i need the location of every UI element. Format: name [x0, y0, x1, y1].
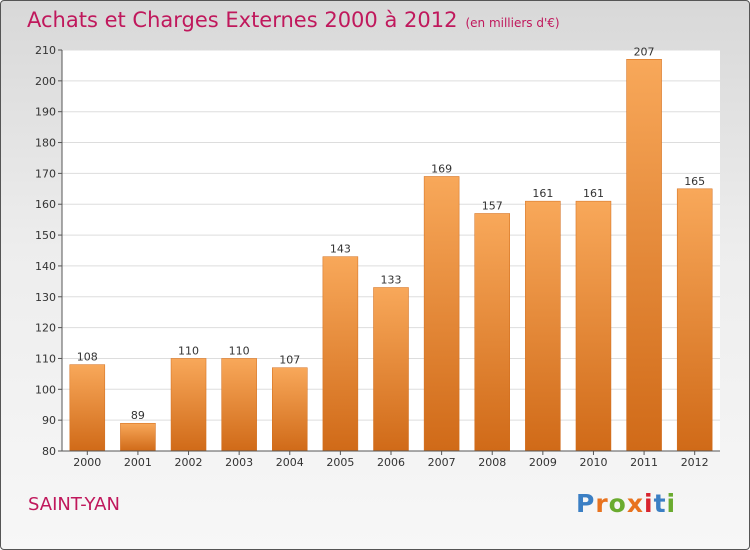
bar	[170, 358, 207, 452]
bar-value-label: 143	[330, 243, 351, 256]
x-tick-label: 2010	[579, 456, 607, 469]
bar-value-label: 133	[381, 274, 402, 287]
x-tick-label: 2011	[630, 456, 658, 469]
chart-title: Achats et Charges Externes 2000 à 2012 (e…	[27, 8, 560, 32]
y-tick-label: 180	[35, 137, 56, 150]
x-tick-label: 2003	[225, 456, 253, 469]
y-tick-label: 150	[35, 229, 56, 242]
logo-letter: i	[644, 489, 654, 518]
logo-letter: t	[653, 489, 667, 518]
y-tick-label: 110	[35, 352, 56, 365]
bar	[272, 367, 308, 452]
bar	[373, 287, 409, 452]
bar	[626, 59, 662, 452]
bars: 108 89 110 110 107 143 133 169 157 161 161 207 165	[69, 45, 713, 452]
logo-letter: i	[666, 489, 677, 518]
bar	[322, 256, 359, 452]
chart-subtitle: (en milliers d'€)	[465, 16, 560, 30]
bar-value-label: 161	[532, 187, 553, 200]
x-tick-label: 2012	[681, 456, 709, 469]
bar-value-label: 157	[482, 199, 503, 212]
x-tick-label: 2008	[478, 456, 506, 469]
bar	[525, 200, 561, 452]
x-tick-label: 2002	[175, 456, 203, 469]
y-tick-label: 190	[35, 106, 56, 119]
bar-value-label: 161	[583, 187, 604, 200]
x-tick-label: 2006	[377, 456, 405, 469]
bar-value-label: 89	[131, 409, 145, 422]
bar	[474, 213, 510, 452]
bar-value-label: 108	[77, 351, 98, 364]
logo-letter: x	[626, 489, 644, 518]
bar	[120, 422, 156, 452]
x-tick-label: 2009	[529, 456, 557, 469]
y-tick-label: 100	[35, 383, 56, 396]
y-tick-label: 170	[35, 167, 56, 180]
y-tick-label: 210	[35, 44, 56, 57]
x-tick-label: 2000	[73, 456, 101, 469]
town-name: SAINT-YAN	[28, 494, 120, 515]
x-tick-label: 2001	[124, 456, 152, 469]
x-tick-label: 2004	[276, 456, 304, 469]
x-tick-label: 2007	[428, 456, 456, 469]
bar	[575, 200, 612, 452]
y-tick-label: 160	[35, 198, 56, 211]
bar	[69, 364, 106, 452]
y-tick-label: 80	[42, 445, 56, 458]
bar-value-label: 169	[431, 162, 452, 175]
title-text: Achats et Charges Externes 2000 à 2012	[27, 8, 458, 32]
logo-letter: P	[576, 489, 596, 518]
bar	[423, 176, 460, 452]
bar-value-label: 110	[178, 344, 199, 357]
logo-letter: o	[608, 489, 627, 518]
bar	[676, 188, 713, 452]
bar-value-label: 107	[279, 354, 300, 367]
y-tick-label: 140	[35, 260, 56, 273]
proxiti-logo[interactable]: Proxiti	[576, 489, 676, 518]
axes: 8090100110120130140150160170180190200210…	[35, 44, 720, 469]
y-tick-label: 90	[42, 414, 56, 427]
logo-letter: r	[595, 489, 609, 518]
bar-value-label: 165	[684, 175, 705, 188]
y-tick-label: 200	[35, 75, 56, 88]
bar-value-label: 110	[229, 344, 250, 357]
y-tick-label: 120	[35, 322, 56, 335]
bar	[221, 358, 257, 452]
y-tick-label: 130	[35, 291, 56, 304]
x-tick-label: 2005	[326, 456, 354, 469]
bar-value-label: 207	[634, 45, 655, 58]
